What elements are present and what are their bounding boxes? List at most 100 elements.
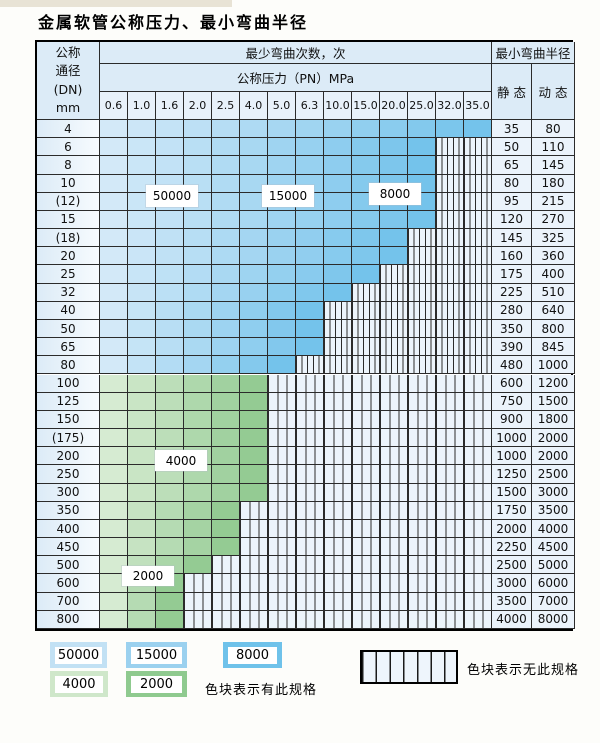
no-spec-cell	[380, 265, 408, 284]
dn-value-cell: 800	[37, 610, 100, 629]
pressure-column-header: 0.6	[100, 92, 128, 120]
spec-cell	[156, 156, 184, 175]
radius-header: 最小弯曲半径	[492, 42, 575, 64]
spec-cell	[212, 174, 240, 193]
static-radius-cell: 390	[492, 338, 532, 357]
no-spec-cell	[408, 592, 436, 611]
no-spec-cell	[408, 319, 436, 339]
no-spec-cell	[408, 447, 436, 466]
spec-cell	[156, 338, 184, 357]
no-spec-cell	[408, 374, 436, 393]
no-spec-cell	[436, 283, 464, 302]
spec-cell	[128, 538, 156, 557]
dn-value-cell: 200	[37, 447, 100, 466]
spec-cell	[156, 283, 184, 302]
no-spec-cell	[436, 247, 464, 266]
no-spec-cell	[380, 519, 408, 539]
static-radius-cell: 1500	[492, 483, 532, 502]
static-radius-cell: 35	[492, 120, 532, 139]
spec-cell	[156, 483, 184, 502]
dynamic-radius-cell: 3000	[532, 483, 575, 502]
no-spec-cell	[380, 410, 408, 430]
no-spec-cell	[240, 538, 268, 557]
spec-cell	[100, 283, 128, 302]
no-spec-cell	[464, 283, 492, 302]
spec-cell	[156, 538, 184, 557]
no-spec-cell	[352, 538, 380, 557]
static-radius-cell: 95	[492, 192, 532, 211]
no-spec-cell	[352, 592, 380, 611]
no-spec-cell	[380, 592, 408, 611]
legend-swatch-2000: 2000	[126, 671, 187, 697]
spec-cell	[240, 138, 268, 157]
pressure-column-header: 32.0	[436, 92, 464, 120]
no-spec-cell	[464, 192, 492, 211]
no-spec-cell	[296, 392, 324, 411]
spec-cell	[240, 319, 268, 339]
no-spec-cell	[352, 447, 380, 466]
spec-cell	[212, 483, 240, 502]
spec-cell	[212, 247, 240, 266]
dynamic-radius-cell: 845	[532, 338, 575, 357]
dn-value-cell: 40	[37, 301, 100, 320]
spec-cell	[212, 374, 240, 393]
spec-cell	[352, 156, 380, 175]
legend-has-spec-note: 色块表示有此规格	[205, 683, 318, 698]
spec-cell	[184, 429, 212, 448]
no-spec-cell	[408, 610, 436, 629]
no-spec-cell	[464, 301, 492, 320]
no-spec-cell	[380, 356, 408, 375]
no-spec-cell	[436, 592, 464, 611]
spec-cell	[100, 210, 128, 230]
static-radius-cell: 3500	[492, 592, 532, 611]
no-spec-cell	[380, 465, 408, 484]
no-spec-cell	[464, 319, 492, 339]
spec-cell	[184, 210, 212, 230]
no-spec-cell	[324, 501, 352, 520]
spec-cell	[352, 138, 380, 157]
no-spec-cell	[352, 392, 380, 411]
no-spec-cell	[324, 356, 352, 375]
no-spec-cell	[464, 429, 492, 448]
static-radius-cell: 225	[492, 283, 532, 302]
no-spec-cell	[436, 574, 464, 593]
dn-value-cell: 25	[37, 265, 100, 284]
no-spec-cell	[436, 483, 464, 502]
no-spec-cell	[436, 338, 464, 357]
spec-cell	[380, 156, 408, 175]
spec-cell	[156, 374, 184, 393]
no-spec-cell	[352, 301, 380, 320]
spec-cell	[128, 283, 156, 302]
dynamic-radius-cell: 8000	[532, 610, 575, 629]
no-spec-cell	[324, 392, 352, 411]
spec-cell	[268, 210, 296, 230]
spec-cell	[100, 229, 128, 248]
spec-cell	[156, 210, 184, 230]
spec-cell	[296, 319, 324, 339]
no-spec-cell	[436, 501, 464, 520]
static-radius-cell: 50	[492, 138, 532, 157]
no-spec-cell	[380, 574, 408, 593]
spec-cell	[100, 138, 128, 157]
spec-cell	[324, 229, 352, 248]
spec-cell	[352, 210, 380, 230]
legend-swatch-value: 2000	[131, 675, 182, 693]
static-radius-cell: 3000	[492, 574, 532, 593]
static-radius-cell: 1250	[492, 465, 532, 484]
spec-cell	[296, 247, 324, 266]
dn-header-line: 通径	[55, 63, 81, 79]
spec-cell	[100, 592, 128, 611]
no-spec-cell	[296, 519, 324, 539]
no-spec-cell	[436, 556, 464, 575]
no-spec-cell	[268, 610, 296, 629]
dynamic-radius-cell: 2000	[532, 447, 575, 466]
spec-cell	[128, 265, 156, 284]
no-spec-cell	[212, 574, 240, 593]
pressure-column-header: 1.6	[156, 92, 184, 120]
no-spec-cell	[352, 410, 380, 430]
spec-cell	[100, 192, 128, 211]
spec-cell	[184, 556, 212, 575]
no-spec-cell	[324, 574, 352, 593]
spec-cell	[296, 301, 324, 320]
dn-value-cell: 500	[37, 556, 100, 575]
